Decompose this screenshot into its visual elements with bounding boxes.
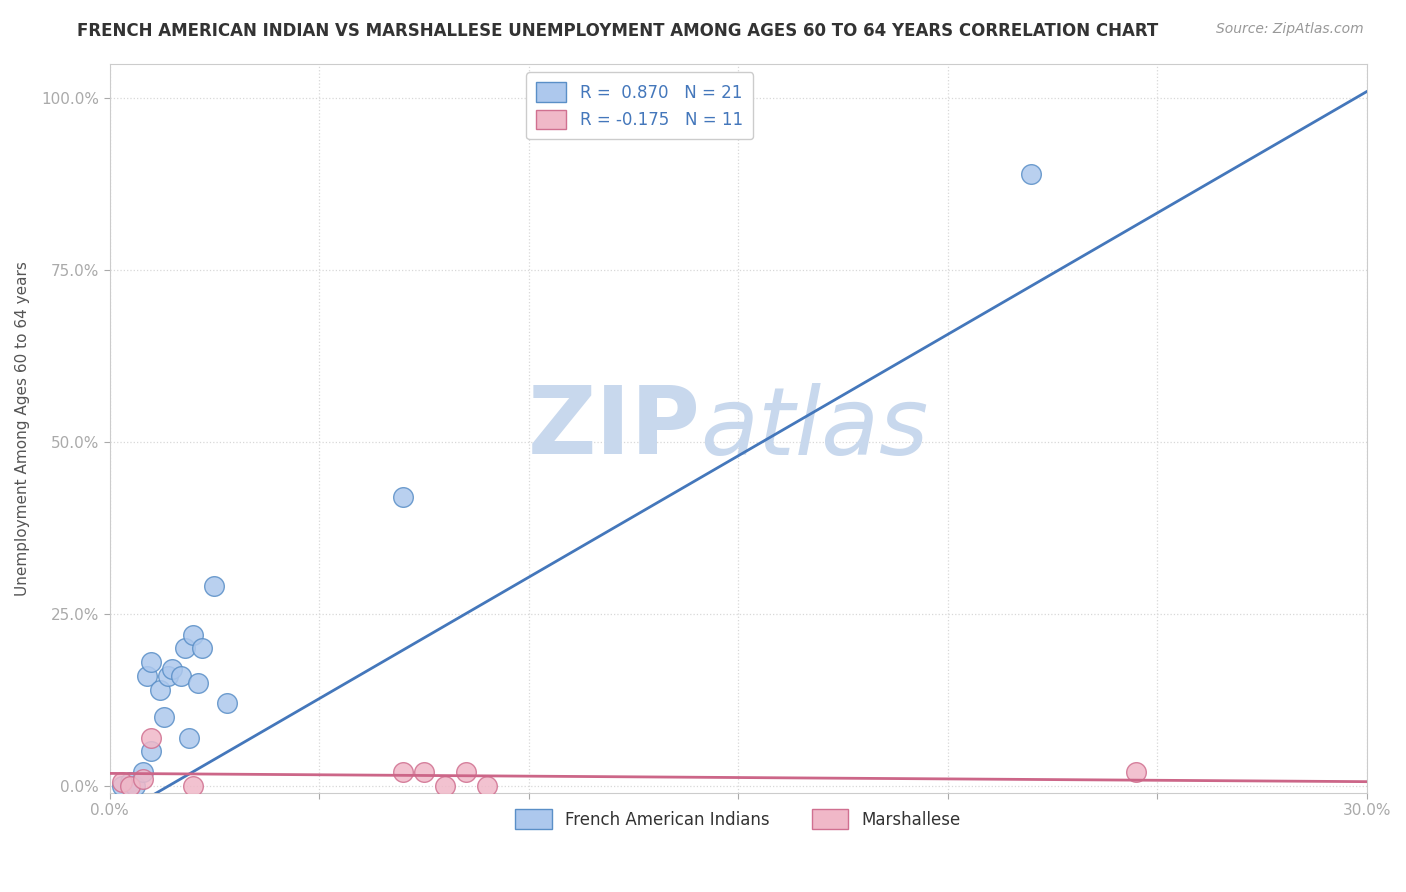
Point xyxy=(149,682,172,697)
Point xyxy=(433,779,456,793)
Point xyxy=(392,490,415,504)
Point xyxy=(111,779,134,793)
Point xyxy=(202,579,225,593)
Point xyxy=(120,779,142,793)
Text: FRENCH AMERICAN INDIAN VS MARSHALLESE UNEMPLOYMENT AMONG AGES 60 TO 64 YEARS COR: FRENCH AMERICAN INDIAN VS MARSHALLESE UN… xyxy=(77,22,1159,40)
Point xyxy=(141,655,163,669)
Y-axis label: Unemployment Among Ages 60 to 64 years: Unemployment Among Ages 60 to 64 years xyxy=(15,261,30,596)
Point xyxy=(215,696,238,710)
Point xyxy=(174,641,197,656)
Point xyxy=(475,779,498,793)
Point xyxy=(454,765,477,780)
Text: Source: ZipAtlas.com: Source: ZipAtlas.com xyxy=(1216,22,1364,37)
Point xyxy=(392,765,415,780)
Point xyxy=(162,662,184,676)
Text: ZIP: ZIP xyxy=(527,383,700,475)
Point xyxy=(136,669,159,683)
Point xyxy=(1125,765,1147,780)
Point xyxy=(157,669,180,683)
Point xyxy=(141,744,163,758)
Point xyxy=(132,765,155,780)
Point xyxy=(179,731,201,745)
Point xyxy=(1021,167,1043,181)
Point xyxy=(132,772,155,786)
Point xyxy=(190,641,212,656)
Point xyxy=(141,731,163,745)
Point xyxy=(170,669,193,683)
Point xyxy=(120,775,142,789)
Point xyxy=(186,675,208,690)
Point xyxy=(183,779,205,793)
Text: atlas: atlas xyxy=(700,383,929,474)
Point xyxy=(153,710,176,724)
Point xyxy=(412,765,434,780)
Legend: French American Indians, Marshallese: French American Indians, Marshallese xyxy=(509,803,967,835)
Point xyxy=(183,627,205,641)
Point xyxy=(111,775,134,789)
Point xyxy=(124,779,146,793)
